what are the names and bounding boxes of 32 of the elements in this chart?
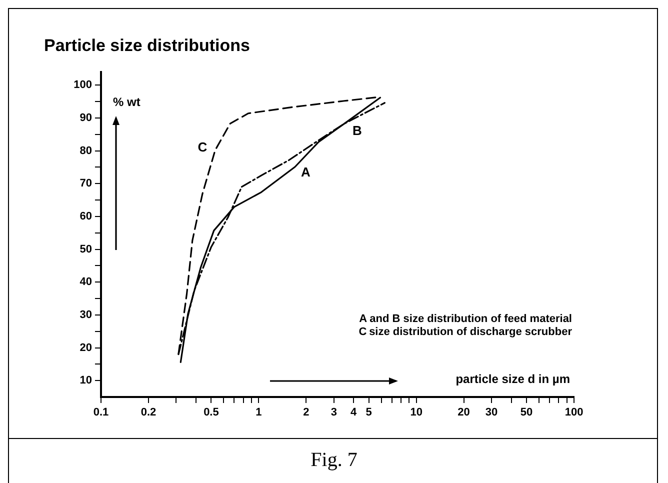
- annotation: C size distribution of discharge scrubber: [358, 326, 573, 338]
- y-tick-label: 80: [80, 144, 92, 157]
- x-tick-label: 1: [256, 406, 262, 419]
- y-tick-label: 40: [80, 276, 92, 288]
- y-tick-label: 70: [80, 178, 92, 190]
- series-label: A: [301, 164, 311, 180]
- x-tick-label: 0.5: [204, 406, 219, 419]
- x-tick-label: 20: [458, 406, 470, 419]
- y-tick-label: 100: [74, 79, 92, 92]
- x-tick-label: 30: [485, 406, 498, 419]
- x-tick-label: 5: [366, 406, 372, 419]
- y-tick-label: 30: [80, 308, 92, 321]
- y-tick-label: 20: [80, 342, 92, 354]
- series-label: C: [198, 140, 208, 155]
- x-tick-label: 2: [303, 406, 310, 419]
- x-axis-title: particle size d in µm: [456, 372, 570, 386]
- series-label: B: [352, 123, 362, 138]
- y-tick-label: 60: [80, 210, 92, 222]
- y-tick-label: 90: [80, 112, 92, 124]
- x-tick-label: 4: [350, 406, 358, 419]
- x-tick-label: 3: [330, 406, 337, 419]
- x-tick-label: 50: [520, 406, 533, 419]
- x-tick-label: 100: [564, 406, 584, 419]
- annotation: A and B size distribution of feed material: [359, 313, 572, 325]
- x-tick-label: 0.1: [93, 406, 109, 419]
- chart-title: Particle size distributions: [44, 36, 250, 55]
- y-tick-label: 10: [80, 374, 92, 387]
- y-axis-title: % wt: [113, 95, 140, 109]
- x-tick-label: 10: [410, 406, 422, 419]
- caption: Fig. 7: [310, 449, 358, 471]
- y-tick-label: 50: [80, 243, 92, 256]
- x-tick-label: 0.2: [140, 406, 156, 419]
